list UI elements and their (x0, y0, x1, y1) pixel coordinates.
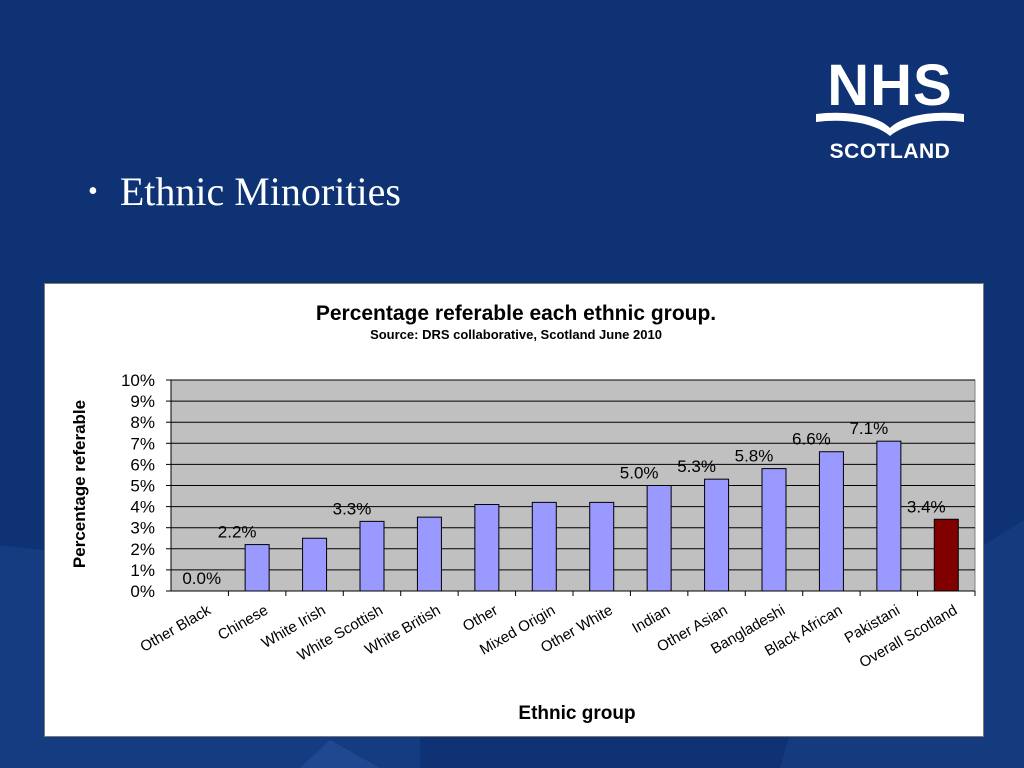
y-tick-label: 1% (130, 561, 155, 580)
y-tick-label: 9% (130, 392, 155, 411)
bar-white-scottish (359, 520, 385, 592)
bar-mixed-origin (531, 501, 557, 592)
x-tick-label: Other Black (137, 601, 214, 655)
y-tick-label: 7% (130, 434, 155, 453)
data-label: 7.1% (849, 419, 888, 438)
x-tick-label: Overall Scotland (856, 602, 960, 672)
bar-white-irish (302, 537, 328, 592)
x-tick-label: Indian (629, 602, 673, 637)
data-label: 3.3% (333, 499, 372, 518)
data-label: 3.4% (907, 497, 946, 516)
logo-book-icon (816, 112, 964, 136)
slide-heading: Ethnic Minorities (119, 169, 401, 214)
bar-white-british (416, 516, 442, 592)
bar-other-white (589, 501, 615, 592)
y-tick-label: 0% (130, 582, 155, 601)
bar-chinese (244, 544, 270, 592)
data-label: 2.2% (218, 523, 257, 542)
data-label: 6.6% (792, 430, 831, 449)
bar-indian (646, 485, 672, 592)
logo-nhs-text: NHS (827, 53, 953, 118)
y-tick-label: 6% (130, 455, 155, 474)
y-tick-label: 2% (130, 540, 155, 559)
y-tick-label: 10% (121, 371, 155, 390)
bar-other-asian (704, 478, 730, 592)
nhs-scotland-logo: NHS SCOTLAND (808, 56, 972, 168)
chart-subtitle: Source: DRS collaborative, Scotland June… (370, 327, 662, 342)
bar-bangladeshi (761, 468, 787, 592)
slide-bullet: • Ethnic Minorities (88, 168, 401, 215)
y-tick-label: 5% (130, 477, 155, 496)
data-label: 5.8% (735, 447, 774, 466)
y-tick-label: 3% (130, 519, 155, 538)
data-label: 5.3% (677, 457, 716, 476)
data-label: 5.0% (620, 464, 659, 483)
referable-bar-chart: Percentage referable each ethnic group. … (70, 302, 976, 724)
y-axis-label: Percentage referable (70, 400, 89, 568)
bar-black-african (818, 451, 844, 592)
x-tick-label: Other (460, 602, 501, 635)
logo-scotland-text: SCOTLAND (829, 140, 951, 163)
bar-overall-scotland (933, 518, 959, 592)
x-axis-label: Ethnic group (518, 703, 635, 724)
chart-title: Percentage referable each ethnic group. (316, 302, 716, 325)
y-tick-label: 8% (130, 413, 155, 432)
bullet-dot-icon: • (88, 175, 98, 207)
y-tick-label: 4% (130, 498, 155, 517)
bar-other (474, 503, 500, 592)
data-label: 0.0% (182, 569, 221, 588)
bar-pakistani (876, 440, 902, 592)
chart-container: Percentage referable each ethnic group. … (44, 283, 984, 737)
